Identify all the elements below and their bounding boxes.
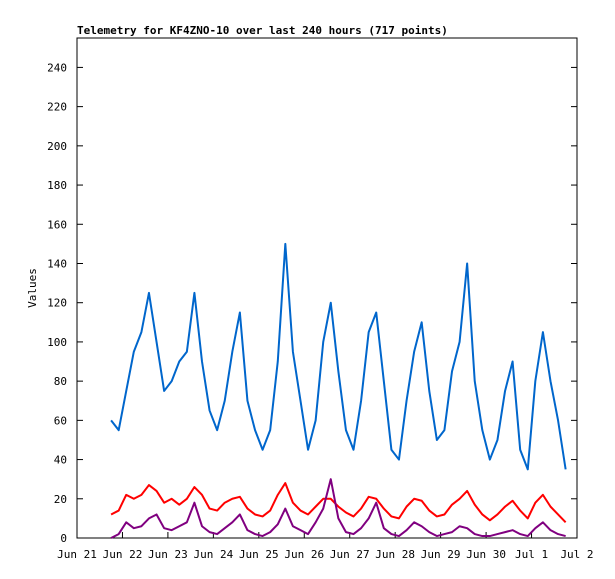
y-tick-label: 140 — [47, 257, 67, 270]
x-tick-label: Jun 28 — [375, 548, 415, 561]
x-tick-label: Jun 21 — [57, 548, 97, 561]
y-tick-label: 200 — [47, 140, 67, 153]
y-tick-label: 100 — [47, 336, 67, 349]
y-tick-label: 240 — [47, 61, 67, 74]
x-tick-label: Jun 23 — [148, 548, 188, 561]
x-tick-label: Jun 27 — [330, 548, 370, 561]
y-tick-label: 120 — [47, 297, 67, 310]
x-tick-label: Jun 29 — [421, 548, 461, 561]
y-tick-label: 160 — [47, 218, 67, 231]
series-line — [110, 242, 567, 471]
plot-frame — [76, 37, 578, 539]
x-tick-label: Jun 25 — [239, 548, 279, 561]
x-tick-label: Jul 2 — [560, 548, 593, 561]
x-tick-label: Jun 24 — [193, 548, 233, 561]
y-tick-label: 180 — [47, 179, 67, 192]
series-line — [110, 478, 566, 539]
x-tick-label: Jun 22 — [103, 548, 143, 561]
chart-title: Telemetry for KF4ZNO-10 over last 240 ho… — [77, 24, 448, 37]
y-axis-label: Values — [26, 268, 39, 308]
x-tick-label: Jun 26 — [284, 548, 324, 561]
y-tick-label: 0 — [60, 532, 67, 545]
y-tick-label: 80 — [54, 375, 67, 388]
y-tick-label: 220 — [47, 101, 67, 114]
x-tick-label: Jul 1 — [515, 548, 548, 561]
y-tick-label: 20 — [54, 493, 67, 506]
x-tick-label: Jun 30 — [466, 548, 506, 561]
series-line — [110, 482, 567, 524]
y-tick-label: 60 — [54, 414, 67, 427]
y-tick-label: 40 — [54, 454, 67, 467]
